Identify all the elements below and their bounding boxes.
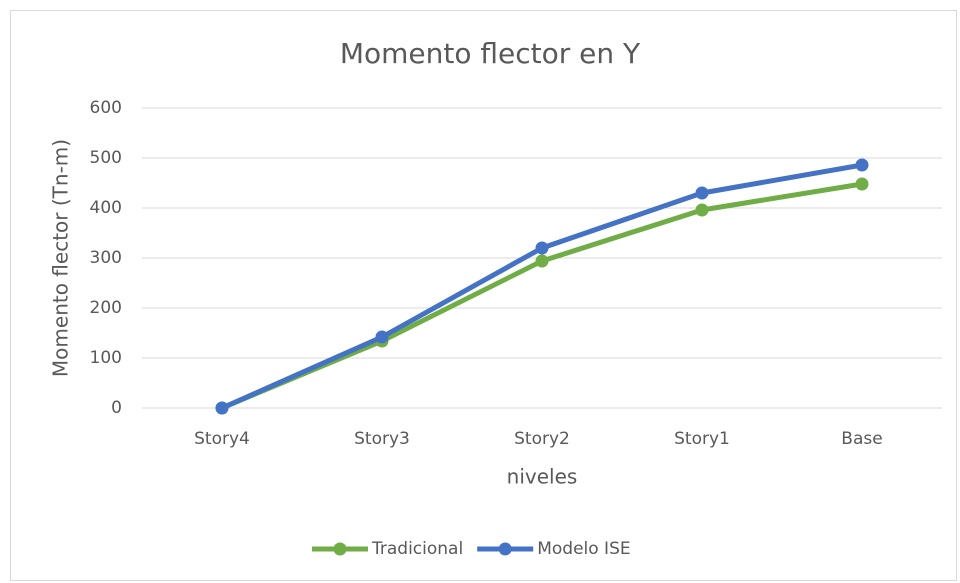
- x-tick-label: Base: [841, 429, 882, 449]
- point-marker: [535, 254, 549, 268]
- x-tick-label: Story3: [354, 429, 410, 449]
- y-tick-label: 100: [90, 348, 122, 368]
- legend-swatch-marker: [333, 542, 347, 556]
- y-tick-label: 300: [90, 248, 122, 268]
- legend-label: Modelo ISE: [537, 539, 630, 559]
- x-tick-label: Story2: [514, 429, 570, 449]
- y-tick-label: 200: [90, 298, 122, 318]
- point-marker: [535, 241, 549, 255]
- y-tick-label: 600: [90, 98, 122, 118]
- y-tick-label: 500: [90, 148, 122, 168]
- x-tick-label: Story1: [674, 429, 730, 449]
- y-tick-label: 0: [111, 398, 122, 418]
- point-marker: [695, 186, 709, 200]
- y-tick-label: 400: [90, 198, 122, 218]
- point-marker: [855, 177, 869, 191]
- chart-frame: [10, 10, 957, 581]
- point-marker: [215, 401, 229, 415]
- x-tick-label: Story4: [194, 429, 250, 449]
- point-marker: [695, 203, 709, 217]
- point-marker: [375, 330, 389, 344]
- x-axis-label: niveles: [507, 465, 578, 489]
- point-marker: [855, 158, 869, 172]
- legend-label: Tradicional: [371, 539, 463, 559]
- y-axis-label: Momento flector (Tn-m): [49, 139, 73, 377]
- legend-swatch-marker: [498, 542, 512, 556]
- chart-title: Momento flector en Y: [340, 37, 641, 70]
